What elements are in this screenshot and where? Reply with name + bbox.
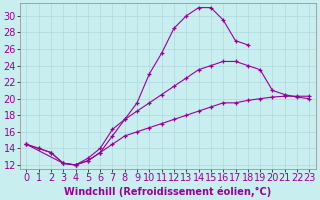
X-axis label: Windchill (Refroidissement éolien,°C): Windchill (Refroidissement éolien,°C) — [64, 186, 271, 197]
